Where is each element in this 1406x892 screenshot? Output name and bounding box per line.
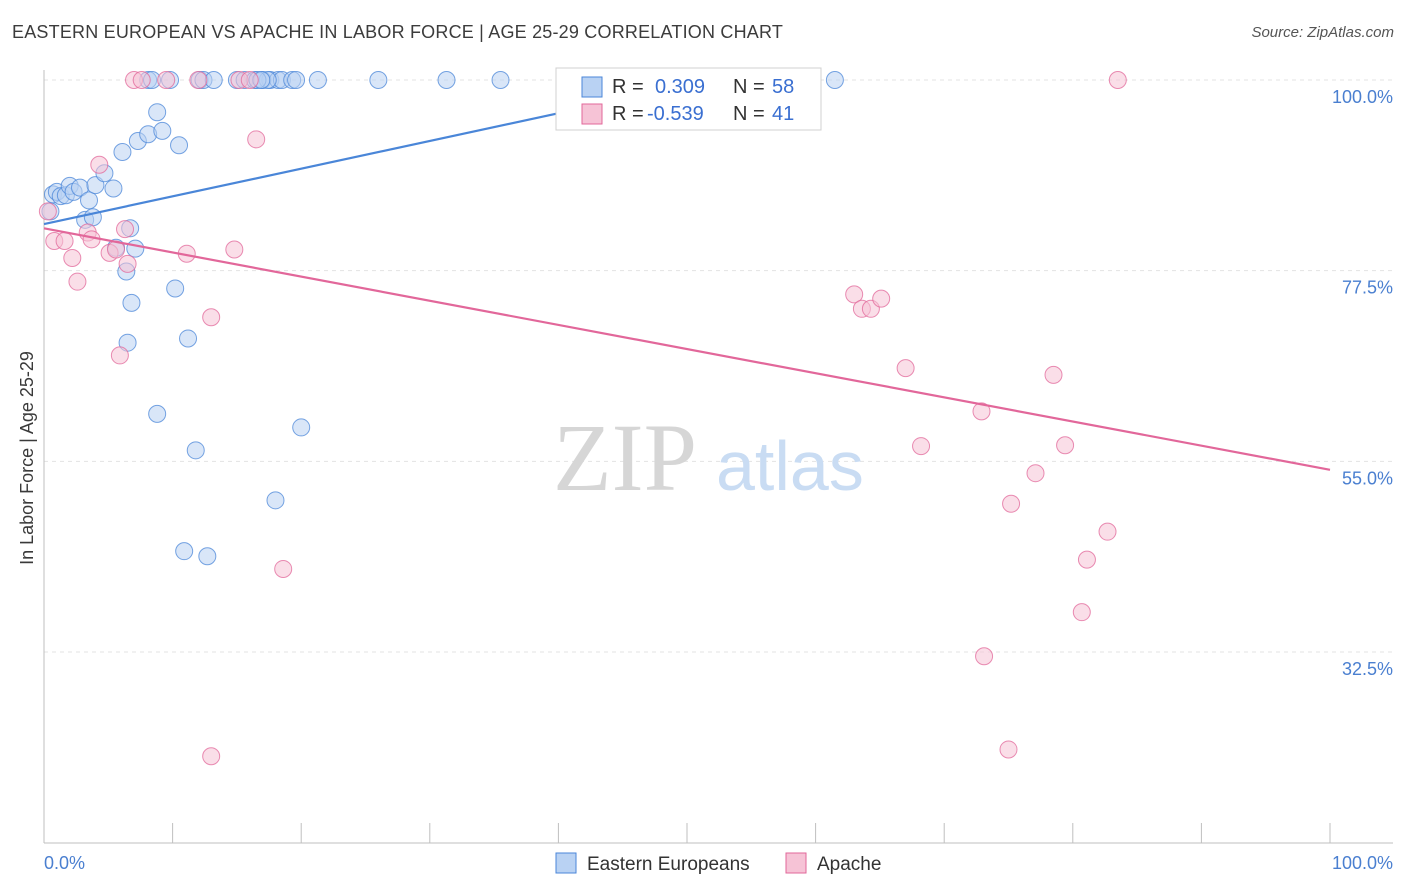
chart-source: Source: ZipAtlas.com: [1251, 24, 1394, 41]
apache-point: [132, 71, 151, 89]
eastern-europeans-point: [266, 491, 285, 510]
apache-point: [90, 155, 109, 174]
apache-point: [63, 248, 82, 267]
legend-n-label-1: N =: [733, 76, 765, 98]
apache-point: [1002, 494, 1021, 513]
x-tick-label-min: 0.0%: [44, 853, 85, 873]
apache-point: [202, 747, 221, 766]
apache-point: [972, 402, 991, 421]
series-legend-label-2: Apache: [817, 854, 881, 875]
apache-point: [68, 272, 87, 291]
eastern-europeans-point: [170, 136, 189, 155]
series-legend-swatch-blue: [555, 852, 577, 874]
watermark-zip: ZIP: [553, 404, 697, 511]
apache-point: [240, 71, 259, 89]
apache-point: [116, 220, 135, 239]
eastern-europeans-point: [175, 542, 194, 561]
eastern-europeans-point: [825, 71, 844, 89]
apache-point: [1026, 464, 1045, 483]
legend-swatch-blue: [581, 76, 603, 98]
legend-r-label-1: R =: [612, 76, 644, 98]
legend-n-label-2: N =: [733, 103, 765, 125]
eastern-europeans-point: [148, 404, 167, 423]
apache-point: [225, 240, 244, 259]
apache-point: [845, 285, 864, 304]
apache-point: [975, 647, 994, 666]
eastern-europeans-point: [166, 279, 185, 298]
apache-point: [274, 559, 293, 578]
y-tick-label: 100.0%: [1332, 87, 1393, 107]
legend-r-label-2: R =: [612, 103, 644, 125]
apache-trend-line: [43, 227, 1331, 471]
apache-point: [118, 254, 137, 273]
apache-point: [1044, 365, 1063, 384]
eastern-europeans-point: [122, 293, 141, 312]
apache-point: [1056, 436, 1075, 455]
x-tick-label-max: 100.0%: [1332, 853, 1393, 873]
y-axis-label: In Labor Force | Age 25-29: [17, 351, 37, 565]
axes: [43, 70, 1393, 844]
y-tick-label: 55.0%: [1342, 468, 1393, 488]
eastern-europeans-point: [126, 239, 145, 258]
eastern-europeans-point: [491, 71, 510, 89]
apache-point: [896, 359, 915, 378]
apache-point: [55, 232, 74, 251]
watermark-atlas: atlas: [716, 427, 864, 505]
y-tick-label: 77.5%: [1342, 278, 1393, 298]
apache-point: [1077, 550, 1096, 569]
eastern-europeans-point: [198, 547, 217, 566]
legend-r-value-1: 0.309: [655, 76, 705, 98]
apache-point: [189, 71, 208, 89]
apache-point: [1072, 603, 1091, 622]
apache-point: [1108, 71, 1127, 89]
watermark: ZIP atlas: [553, 404, 864, 511]
apache-point: [872, 289, 891, 308]
correlation-legend: R = 0.309 N = 58 R = -0.539 N = 41: [555, 67, 822, 131]
eastern-europeans-point: [186, 441, 205, 460]
legend-swatch-pink: [581, 103, 603, 125]
series-legend-swatch-pink: [785, 852, 807, 874]
apache-point: [110, 346, 129, 365]
eastern-europeans-point: [292, 418, 311, 437]
eastern-europeans-point: [153, 121, 172, 140]
eastern-europeans-point: [104, 179, 123, 198]
series-legend-label-1: Eastern Europeans: [587, 854, 750, 875]
eastern-europeans-point: [204, 71, 223, 89]
eastern-europeans-point: [437, 71, 456, 89]
grid-lines: [44, 79, 1393, 653]
eastern-europeans-point: [148, 103, 167, 122]
series-legend: Eastern Europeans Apache: [555, 852, 881, 875]
legend-n-value-1: 58: [772, 76, 794, 98]
apache-point: [247, 130, 266, 149]
eastern-europeans-point: [369, 71, 388, 89]
eastern-europeans-point: [287, 71, 306, 89]
eastern-europeans-point: [80, 191, 99, 210]
apache-point: [38, 202, 57, 221]
chart-title: EASTERN EUROPEAN VS APACHE IN LABOR FORC…: [12, 22, 784, 42]
eastern-europeans-point: [113, 143, 132, 162]
apache-point: [157, 71, 176, 89]
apache-point: [1098, 522, 1117, 541]
eastern-europeans-point: [308, 71, 327, 89]
legend-r-value-2: -0.539: [647, 103, 704, 125]
apache-point: [202, 308, 221, 327]
apache-point: [912, 437, 931, 456]
y-tick-label: 32.5%: [1342, 659, 1393, 679]
eastern-europeans-point: [179, 329, 198, 348]
legend-n-value-2: 41: [772, 103, 794, 125]
apache-point: [999, 740, 1018, 759]
y-tick-labels: 32.5% 55.0% 77.5% 100.0%: [1332, 87, 1393, 679]
series-apache: [38, 71, 1127, 766]
